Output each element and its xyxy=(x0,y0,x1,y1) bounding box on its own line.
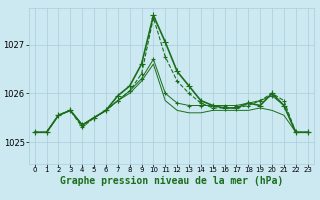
X-axis label: Graphe pression niveau de la mer (hPa): Graphe pression niveau de la mer (hPa) xyxy=(60,176,283,186)
